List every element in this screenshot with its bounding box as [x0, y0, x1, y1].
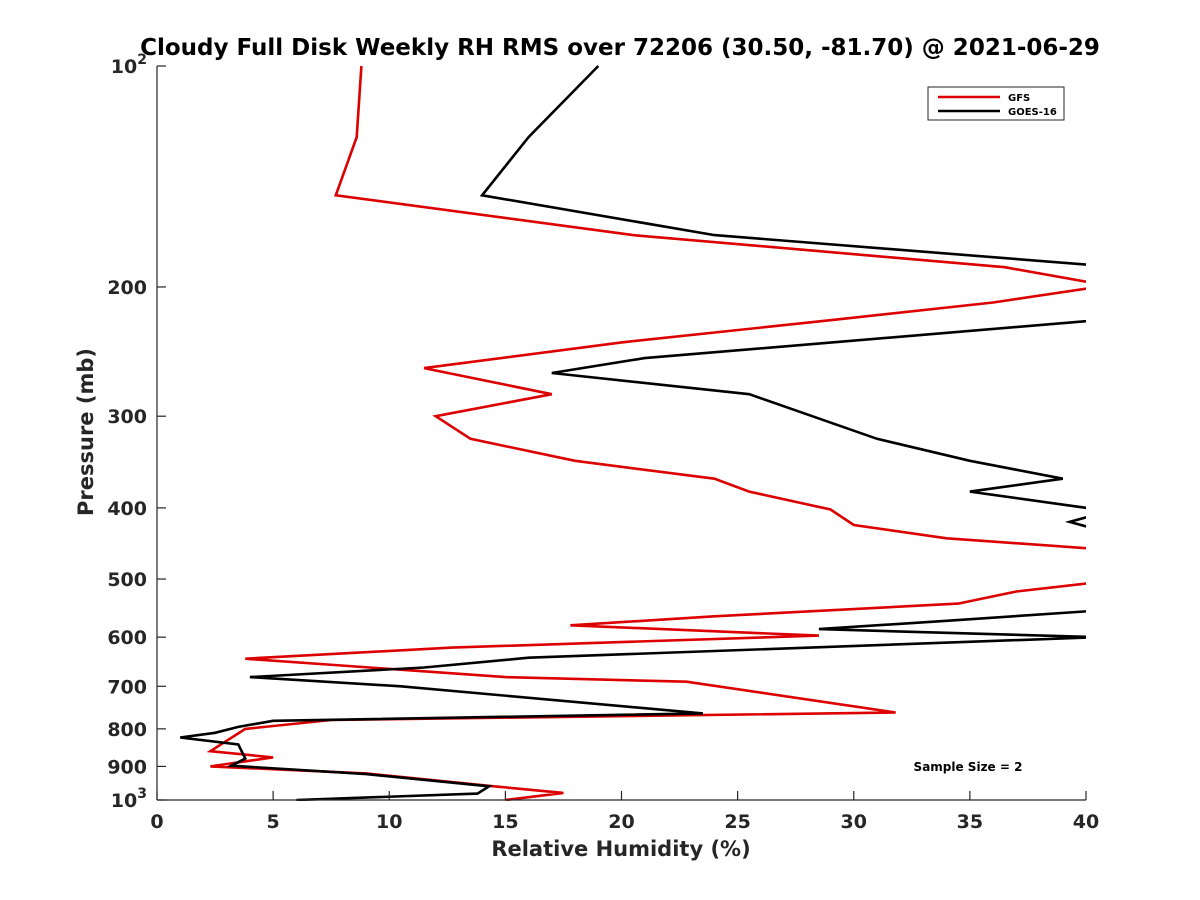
y-tick-label: 300 [107, 406, 147, 428]
y-tick-label: 102 [111, 52, 147, 78]
y-tick-label: 900 [107, 756, 147, 778]
chart-title: Cloudy Full Disk Weekly RH RMS over 7220… [140, 35, 1100, 61]
y-tick-label: 700 [107, 676, 147, 698]
y-tick-label: 400 [107, 498, 147, 520]
legend: GFS GOES-16 [927, 86, 1065, 121]
x-tick-label: 35 [957, 811, 983, 833]
series-line-gfs [206, 65, 1086, 801]
x-tick-label: 20 [608, 811, 634, 833]
legend-label-goes16: GOES-16 [1008, 107, 1057, 118]
x-tick-label: 0 [150, 811, 163, 833]
x-tick-label: 25 [724, 811, 750, 833]
x-tick-label: 5 [267, 811, 280, 833]
x-axis: 0 5 10 15 20 25 30 35 40 [150, 791, 1099, 833]
legend-label-gfs: GFS [1008, 93, 1030, 104]
sample-size-annotation: Sample Size = 2 [914, 760, 1023, 774]
x-tick-label: 15 [492, 811, 518, 833]
x-tick-label: 40 [1073, 811, 1099, 833]
x-tick-label: 10 [376, 811, 402, 833]
y-tick-label: 500 [107, 569, 147, 591]
x-axis-title: Relative Humidity (%) [491, 837, 750, 861]
y-axis-title: Pressure (mb) [74, 348, 98, 516]
x-tick-label: 30 [841, 811, 867, 833]
y-tick-label: 600 [107, 627, 147, 649]
y-tick-label: 200 [107, 277, 147, 299]
series-line-goes16 [180, 65, 1086, 801]
legend-box [927, 86, 1065, 121]
plot-area [180, 65, 1086, 801]
y-tick-label: 103 [111, 786, 147, 812]
y-axis: 102 200 300 400 500 600 700 800 900 103 [107, 52, 166, 812]
y-tick-label: 800 [107, 719, 147, 741]
